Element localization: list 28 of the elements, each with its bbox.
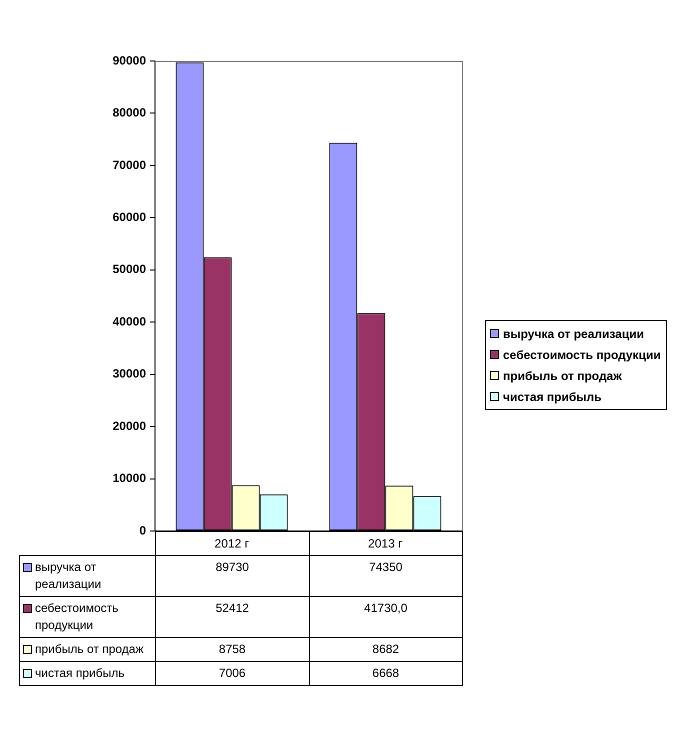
y-tick-label: 90000	[112, 53, 146, 68]
y-tick-label: 0	[139, 523, 146, 538]
data-label: 8682	[309, 638, 462, 662]
y-tick-label: 60000	[112, 210, 146, 224]
data-label: 74350	[309, 556, 462, 596]
legend-label: чистая прибыль	[503, 390, 602, 404]
y-tick-label: 50000	[112, 262, 146, 276]
data-label: 8758	[156, 638, 309, 662]
y-tick-label: 80000	[112, 106, 146, 120]
text: чистая прибыль	[35, 666, 124, 680]
text: выручка от реализации	[503, 326, 644, 340]
x-tick-label: 2012 г	[214, 536, 250, 551]
legend-label: прибыль от продаж	[503, 368, 622, 382]
x-tick-label: 2013 г	[368, 536, 404, 551]
y-tick-label: 20000	[112, 418, 146, 433]
data-label: 52412	[156, 596, 309, 638]
text: себестоимость продукции	[503, 348, 661, 362]
data-label: 6668	[309, 662, 462, 686]
data-label: 89730	[156, 556, 309, 596]
legend-label: себестоимость продукции	[35, 600, 120, 634]
data-label: 7006	[156, 662, 309, 686]
y-tick-label: 70000	[112, 158, 146, 172]
y-tick-label: 30000	[112, 366, 146, 381]
legend-label: выручка от реализации	[35, 559, 102, 593]
y-tick-label: 40000	[112, 314, 146, 328]
text: прибыль от продаж	[35, 642, 144, 656]
data-label: 41730,0	[309, 596, 462, 638]
y-tick-label: 10000	[112, 471, 146, 486]
